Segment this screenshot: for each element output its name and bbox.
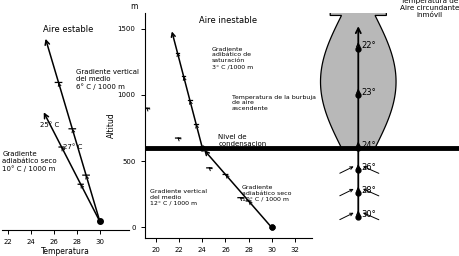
Text: Gradiente
adiabático seco
10° C / 1000 m: Gradiente adiabático seco 10° C / 1000 m bbox=[2, 151, 57, 172]
Text: Aire estable: Aire estable bbox=[43, 25, 93, 34]
Text: 22°: 22° bbox=[362, 41, 376, 50]
X-axis label: Temperatura: Temperatura bbox=[41, 247, 90, 256]
Text: Gradiente
adibático de
saturación
3° C /1000 m: Gradiente adibático de saturación 3° C /… bbox=[212, 47, 253, 69]
Text: Gradiente vertical
del medio
12° C / 1000 m: Gradiente vertical del medio 12° C / 100… bbox=[150, 189, 207, 206]
Text: Temperatura de
Aire circundante
inmóvil: Temperatura de Aire circundante inmóvil bbox=[400, 0, 459, 18]
Text: 25° C: 25° C bbox=[40, 122, 59, 129]
Text: m: m bbox=[130, 2, 138, 12]
Text: 24°: 24° bbox=[362, 141, 376, 150]
Polygon shape bbox=[320, 0, 396, 148]
Text: 28°: 28° bbox=[362, 186, 376, 195]
Text: 26°: 26° bbox=[362, 163, 376, 172]
Text: 23°: 23° bbox=[362, 88, 376, 97]
Y-axis label: Altitud: Altitud bbox=[107, 113, 116, 138]
Text: Gradiente vertical
del medio
6° C / 1000 m: Gradiente vertical del medio 6° C / 1000… bbox=[75, 69, 139, 90]
Text: 27° C: 27° C bbox=[63, 144, 83, 150]
Text: Temperatura de la burbuja
de aire
ascendente: Temperatura de la burbuja de aire ascend… bbox=[232, 95, 316, 111]
Text: Gradiente
adiabático seco
10° C / 1000 m: Gradiente adiabático seco 10° C / 1000 m bbox=[242, 185, 291, 201]
Text: Nivel de
condensacion: Nivel de condensacion bbox=[218, 134, 267, 147]
Text: 30°: 30° bbox=[362, 210, 376, 219]
Text: Aire inestable: Aire inestable bbox=[199, 16, 257, 25]
